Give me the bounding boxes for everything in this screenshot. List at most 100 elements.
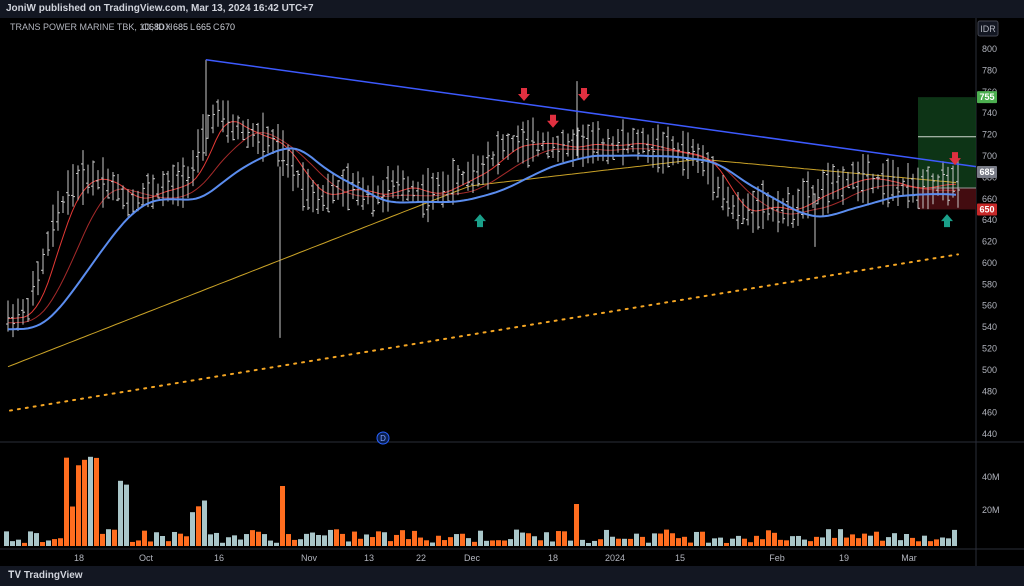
time-axis[interactable]: 18 Oct 16 Nov 13 22 Dec 18 2024 15 Feb 19 Mar <box>74 553 917 563</box>
volume-bar <box>178 533 183 546</box>
volume-bar <box>736 535 741 546</box>
volume-bar <box>616 538 621 546</box>
volume-bar <box>598 539 603 546</box>
price-tick: 460 <box>982 408 997 418</box>
volume-bar <box>184 536 189 546</box>
volume-bar <box>904 533 909 546</box>
volume-bar <box>280 486 285 546</box>
volume-bar <box>76 465 81 546</box>
volume-bar <box>574 504 579 546</box>
volume-bar <box>772 532 777 546</box>
volume-bar <box>286 534 291 546</box>
price-chart[interactable]: TRANS POWER MARINE TBK, 1D, IDX O 680 H … <box>0 18 1024 566</box>
volume-bar <box>196 506 201 546</box>
volume-bar <box>916 541 921 546</box>
volume-bar <box>226 537 231 546</box>
volume-bar <box>694 531 699 546</box>
descending-trendline[interactable] <box>205 58 977 168</box>
volume-bar <box>742 538 747 546</box>
price-tick: 560 <box>982 301 997 311</box>
volume-bar <box>328 529 333 546</box>
volume-bar <box>316 534 321 546</box>
price-tick: 520 <box>982 344 997 354</box>
price-tick: 740 <box>982 108 997 118</box>
volume-bar <box>58 538 63 546</box>
footer: 𝐓𝐕 TradingView <box>0 566 1024 586</box>
volume-bar <box>406 539 411 546</box>
ohlc-bars <box>6 59 960 338</box>
volume-bar <box>268 540 273 546</box>
stop-zone <box>918 188 976 210</box>
volume-bar <box>28 531 33 546</box>
volume-bar <box>844 537 849 546</box>
time-tick: 13 <box>364 553 374 563</box>
volume-bar <box>274 542 279 546</box>
volume-bar <box>856 538 861 546</box>
volume-bar <box>370 537 375 546</box>
volume-bar <box>52 539 57 546</box>
volume-bar <box>808 541 813 546</box>
time-tick: 15 <box>675 553 685 563</box>
volume-bar <box>424 540 429 546</box>
price-tick: 700 <box>982 151 997 161</box>
current-price-label-bg <box>977 166 997 179</box>
price-axis[interactable]: 8007807607407207006806606406206005805605… <box>982 44 997 439</box>
volume-bar <box>940 537 945 546</box>
published-header: JoniW published on TradingView.com, Mar … <box>0 0 1024 18</box>
legend-symbol: TRANS POWER MARINE TBK, 1D, IDX <box>10 22 171 32</box>
volume-bar <box>508 539 513 546</box>
time-tick: 18 <box>74 553 84 563</box>
ma-mid-line <box>8 132 957 324</box>
stop-price-label: 650 <box>979 204 994 214</box>
brand-name: TradingView <box>23 570 83 581</box>
volume-bar <box>322 535 327 546</box>
volume-bar <box>478 530 483 546</box>
volume-bar <box>664 529 669 546</box>
volume-bar <box>514 529 519 546</box>
volume-bar <box>172 531 177 546</box>
time-tick: 2024 <box>605 553 625 563</box>
risk-reward-tool[interactable] <box>918 97 976 210</box>
dividend-marker[interactable] <box>376 431 390 445</box>
volume-bar <box>556 531 561 546</box>
volume-bar <box>700 531 705 546</box>
stop-price-label-bg <box>977 203 997 216</box>
volume-bar <box>142 530 147 546</box>
volume-bar <box>682 536 687 546</box>
volume-bar <box>562 531 567 546</box>
volume-bar <box>568 540 573 546</box>
volume-bar <box>826 529 831 546</box>
volume-bar <box>706 542 711 546</box>
legend-ohlc: O 680 H 685 L 665 C 670 <box>142 22 235 32</box>
time-tick: 22 <box>416 553 426 563</box>
chart-area[interactable]: TRANS POWER MARINE TBK, 1D, IDX O 680 H … <box>0 18 1024 566</box>
volume-bar <box>550 541 555 546</box>
volume-bar <box>250 530 255 546</box>
volume-bar <box>352 531 357 546</box>
volume-bar <box>592 540 597 546</box>
volume-bar <box>418 537 423 546</box>
volume-bar <box>868 535 873 546</box>
tradingview-logo[interactable]: 𝐓𝐕 TradingView <box>8 570 83 581</box>
volume-bar <box>886 537 891 546</box>
volume-bar <box>22 542 27 546</box>
volume-bar <box>646 542 651 546</box>
currency-box[interactable] <box>977 20 999 37</box>
volume-bar <box>874 531 879 546</box>
volume-bar <box>118 480 123 546</box>
volume-bar <box>472 541 477 546</box>
volume-bar <box>88 456 93 546</box>
target-price-label: 755 <box>979 92 994 102</box>
volume-bar <box>190 512 195 546</box>
price-tick: 540 <box>982 322 997 332</box>
support-dotted-line[interactable] <box>9 253 959 412</box>
price-tick: 600 <box>982 258 997 268</box>
sell-arrow-icon <box>518 87 530 101</box>
volume-bar <box>838 529 843 546</box>
volume-bar <box>256 531 261 546</box>
time-tick: Dec <box>464 553 481 563</box>
volume-bar <box>16 539 21 546</box>
volume-bar <box>364 534 369 546</box>
legend-l-label: L <box>190 22 195 32</box>
volume-bar <box>892 533 897 546</box>
